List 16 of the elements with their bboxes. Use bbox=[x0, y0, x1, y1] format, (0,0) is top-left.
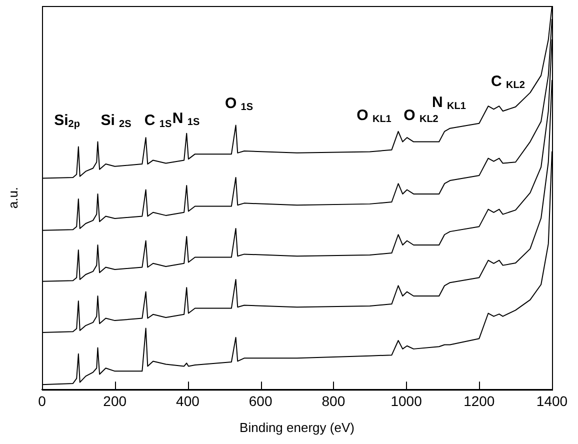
x-tick-label: 600 bbox=[248, 392, 272, 409]
x-tick-label: 1400 bbox=[536, 392, 568, 409]
annotation: Si 2S bbox=[100, 112, 132, 130]
annotation: O KL1 bbox=[356, 107, 392, 125]
x-tick-label: 1200 bbox=[464, 392, 495, 409]
annotation: C KL2 bbox=[491, 73, 526, 91]
annotation: O 1S bbox=[224, 95, 254, 113]
x-tick-label: 400 bbox=[176, 392, 200, 409]
x-tick-label: 800 bbox=[322, 392, 346, 409]
x-tick-label: 200 bbox=[103, 392, 127, 409]
annotation: N 1S bbox=[172, 110, 200, 128]
x-axis-title: Binding energy (eV) bbox=[240, 420, 354, 435]
x-tick-label: 1000 bbox=[390, 392, 422, 409]
y-axis-title: a.u. bbox=[6, 186, 21, 209]
x-tick-label: 0 bbox=[38, 392, 46, 409]
annotation: C 1S bbox=[144, 112, 172, 130]
